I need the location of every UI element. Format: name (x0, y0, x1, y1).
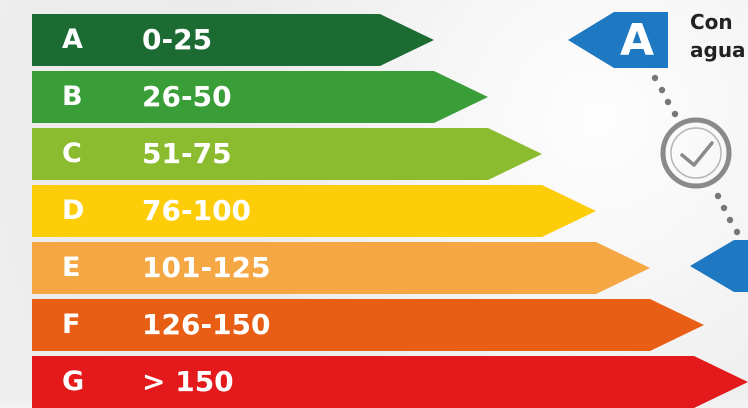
bar-letter: F (62, 309, 81, 340)
clock-icon (660, 117, 732, 189)
bar-d: D 76-100 (32, 185, 596, 237)
bar-range: 126-150 (142, 308, 271, 341)
bar-range: 51-75 (142, 137, 232, 170)
bar-letter: G (62, 366, 85, 397)
bar-b: B 26-50 (32, 71, 488, 123)
bar-range: 101-125 (142, 251, 271, 284)
rating-description: Con agua (690, 8, 748, 64)
bar-letter: A (62, 24, 83, 55)
bar-f: F 126-150 (32, 299, 704, 351)
description-line-2: agua (690, 38, 746, 62)
bar-letter: E (62, 252, 81, 283)
bar-letter: D (62, 195, 85, 226)
bar-range: 0-25 (142, 23, 213, 56)
bar-letter: B (62, 81, 83, 112)
bar-letter: C (62, 138, 82, 169)
rating-letter: A (620, 15, 655, 66)
connector-dots-top (651, 74, 679, 118)
bar-g: G > 150 (32, 356, 748, 408)
bar-a: A 0-25 (32, 14, 434, 66)
bar-range: > 150 (142, 365, 234, 398)
bar-range: 26-50 (142, 80, 232, 113)
bar-e: E 101-125 (32, 242, 650, 294)
bar-range: 76-100 (142, 194, 252, 227)
description-line-1: Con (690, 10, 733, 34)
bar-c: C 51-75 (32, 128, 542, 180)
connector-dots-bottom (714, 192, 741, 236)
